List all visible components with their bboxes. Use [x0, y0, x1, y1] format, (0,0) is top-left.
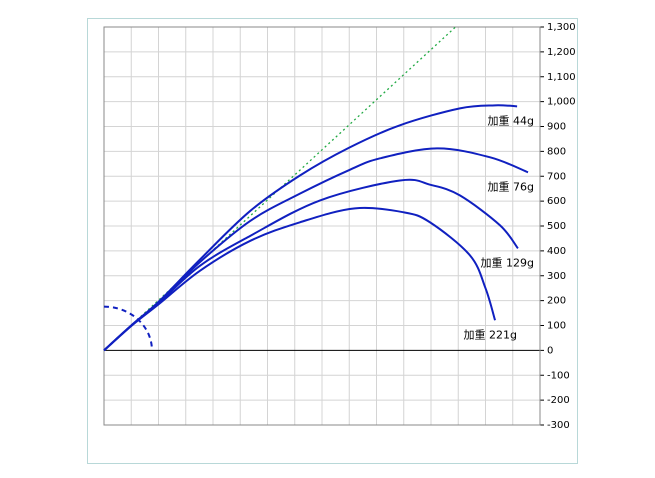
y-tick-label: 800 — [547, 146, 566, 157]
y-tick-label: 0 — [547, 345, 553, 356]
plot-area — [103, 26, 541, 426]
y-tick-label: 900 — [547, 122, 566, 133]
y-tick-label: 600 — [547, 196, 566, 207]
y-tick-label: -100 — [547, 370, 570, 381]
y-tick-label: -200 — [547, 395, 570, 406]
curve — [103, 206, 496, 352]
curve-label: 加重 221g — [464, 327, 517, 341]
frame — [87, 18, 578, 464]
y-tick-label: 700 — [547, 171, 566, 182]
y-tick-label: 1,000 — [547, 97, 576, 108]
y-tick-label: -300 — [547, 420, 570, 431]
curve-label: 加重 44g — [488, 113, 534, 127]
y-tick-label: 300 — [547, 271, 566, 282]
y-tick-label: 100 — [547, 321, 566, 332]
y-tick-label: 200 — [547, 296, 566, 307]
y-tick-label: 500 — [547, 221, 566, 232]
y-tick-label: 1,300 — [547, 22, 576, 33]
y-tick-label: 400 — [547, 246, 566, 257]
curve-label: 加重 129g — [481, 255, 534, 269]
curve-label: 加重 76g — [488, 179, 534, 193]
y-tick-label: 1,200 — [547, 47, 576, 58]
y-tick-label: 1,100 — [547, 72, 576, 83]
